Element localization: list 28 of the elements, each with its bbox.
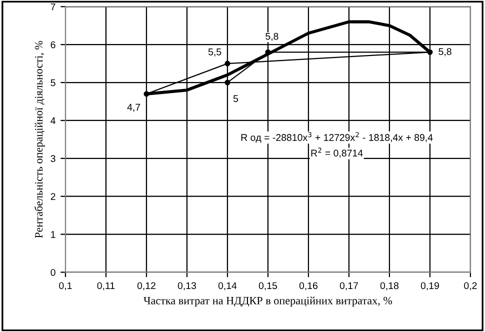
x-tick-label: 0,15 — [258, 282, 278, 290]
data-label: 5,8 — [438, 48, 452, 56]
x-axis-title: Частка витрат на НДДКР в операційних витратах, % — [144, 296, 392, 307]
y-tick-label: 0 — [50, 268, 56, 276]
x-tick-label: 0,2 — [464, 282, 477, 290]
y-tick-label: 7 — [50, 3, 56, 10]
annotation: R од = -28810x$^{3}$ + 12729x$^{2}$ - 1818,4x + 89,4 — [241, 132, 433, 143]
y-tick-label: 5 — [50, 79, 56, 86]
x-tick-label: 0,14 — [218, 282, 237, 290]
data-label: 5,8 — [266, 32, 278, 41]
x-tick-label: 0,11 — [97, 282, 115, 290]
y-tick-label: 6 — [50, 41, 56, 48]
x-tick-label: 0,1 — [59, 282, 72, 290]
x-tick-label: 0,17 — [340, 282, 358, 290]
y-tick-label: 3 — [50, 155, 56, 162]
x-tick-label: 0,19 — [420, 282, 439, 290]
annotation: R$^{2}$ = 0,8714 — [311, 148, 363, 158]
data-label: 5 — [233, 95, 238, 102]
y-tick-label: 2 — [50, 193, 56, 200]
x-tick-label: 0,18 — [380, 282, 398, 290]
x-tick-label: 0,12 — [137, 282, 156, 290]
y-tick-label: 4 — [50, 117, 56, 124]
data-label: 5,5 — [208, 48, 222, 56]
y-tick-label: 1 — [51, 231, 56, 238]
x-tick-label: 0,16 — [299, 282, 318, 290]
x-tick-label: 0,13 — [178, 282, 196, 290]
data-label: 4,7 — [127, 104, 140, 112]
y-axis-title: Рентабельність операційної діяльності, % — [34, 40, 45, 238]
